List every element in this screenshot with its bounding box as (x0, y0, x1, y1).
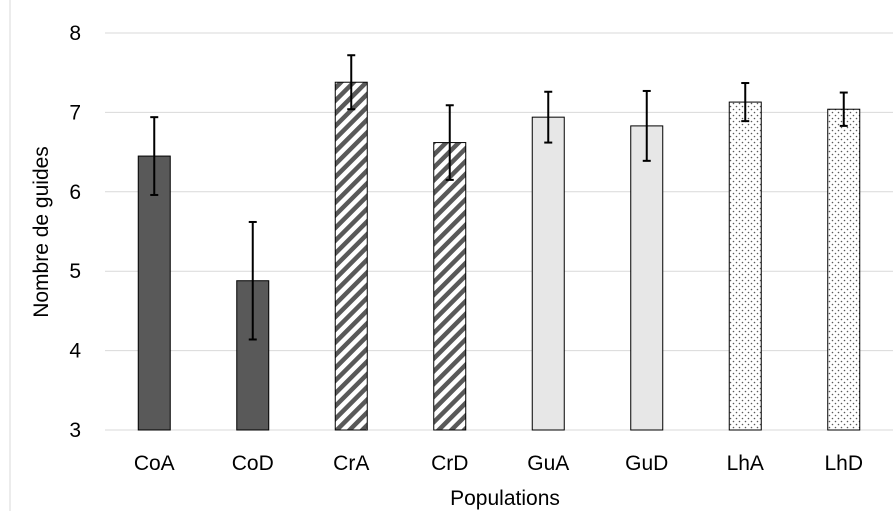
bar-GuA (531, 116, 565, 431)
x-tick-label-CoA: CoA (134, 452, 175, 475)
bars (137, 54, 861, 431)
x-tick-label-CoD: CoD (232, 452, 274, 475)
y-tick-label: 5 (69, 260, 81, 283)
y-axis-title: Nombre de guides (30, 146, 53, 318)
y-tick-label: 6 (69, 181, 81, 204)
bar-LhA (728, 101, 762, 431)
x-axis-title: Populations (450, 487, 560, 510)
gridlines (105, 32, 893, 431)
x-axis-ticks: CoA CoD CrA CrD GuA GuD LhA LhD (134, 452, 863, 475)
x-tick-label-LhD: LhD (824, 452, 863, 475)
y-tick-label: 7 (69, 101, 81, 124)
y-tick-label: 4 (69, 340, 81, 363)
x-tick-label-CrD: CrD (431, 452, 468, 475)
y-axis-ticks: 3 4 5 6 7 8 (69, 22, 81, 442)
x-tick-label-GuA: GuA (527, 452, 569, 475)
bar-CrD (433, 142, 467, 431)
y-tick-label: 8 (69, 22, 81, 45)
bar-CoA (137, 155, 171, 431)
x-tick-label-CrA: CrA (333, 452, 369, 475)
bar-CrA (334, 81, 368, 431)
bar-LhD (827, 108, 861, 431)
y-tick-label: 3 (69, 419, 81, 442)
bar-GuD (630, 125, 664, 431)
x-tick-label-LhA: LhA (727, 452, 764, 475)
x-tick-label-GuD: GuD (625, 452, 668, 475)
